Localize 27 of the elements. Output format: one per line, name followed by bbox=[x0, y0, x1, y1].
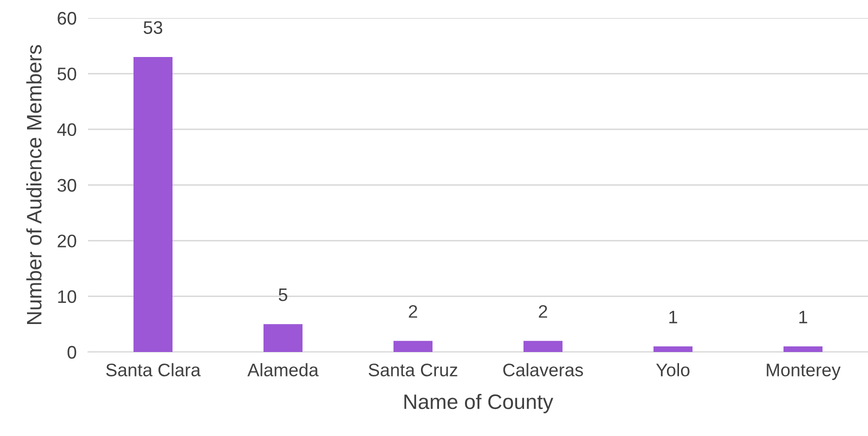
y-tick-label: 50 bbox=[58, 68, 76, 80]
x-axis-title: Name of County bbox=[404, 394, 554, 414]
y-tick-label: 0 bbox=[68, 346, 76, 359]
y-tick-label: 40 bbox=[57, 123, 76, 136]
x-tick-label: Calaveras bbox=[503, 363, 583, 376]
y-tick-label: 60 bbox=[58, 12, 76, 25]
bar bbox=[394, 340, 432, 352]
x-tick-label: Alameda bbox=[247, 363, 319, 376]
data-label: 2 bbox=[538, 305, 548, 318]
x-tick-label: Monterey bbox=[766, 364, 841, 380]
data-label: 2 bbox=[408, 305, 418, 318]
bar bbox=[524, 340, 562, 352]
data-label: 1 bbox=[799, 310, 808, 324]
bar bbox=[134, 56, 172, 352]
y-tick-label: 10 bbox=[58, 290, 76, 304]
bar bbox=[264, 324, 302, 352]
bar bbox=[784, 346, 822, 352]
bar bbox=[654, 346, 692, 352]
x-tick-label: Santa Clara bbox=[106, 363, 201, 376]
data-label: 5 bbox=[278, 288, 288, 302]
data-label: 53 bbox=[144, 21, 162, 34]
x-tick-label: Santa Cruz bbox=[368, 364, 458, 376]
data-label: 1 bbox=[669, 310, 678, 324]
y-tick-label: 30 bbox=[57, 178, 76, 192]
y-axis-title: Number of Audience Members bbox=[26, 45, 42, 324]
y-tick-label: 20 bbox=[58, 234, 76, 248]
x-tick-label: Yolo bbox=[656, 363, 690, 376]
